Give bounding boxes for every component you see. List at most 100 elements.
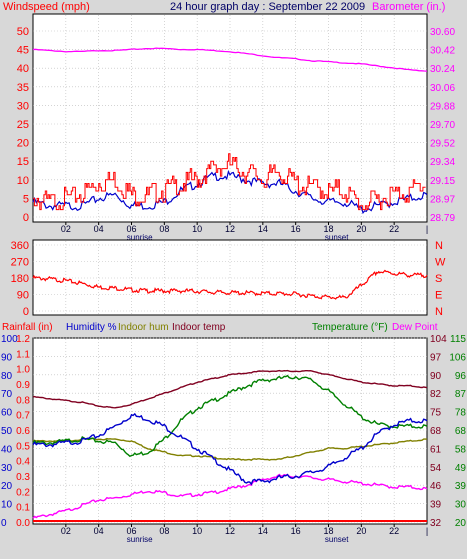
rainfall-tick-label: 0.7 [16, 411, 30, 422]
p3-x-tick-label: 20 [356, 526, 366, 536]
temperature-tick-label: 68 [455, 426, 467, 437]
p1-x-tick-label: 20 [356, 224, 366, 234]
indoor-temp-label: Indoor temp [172, 322, 226, 333]
p3-x-tick-label: 08 [159, 526, 169, 536]
barometer-tick-label: 28.79 [430, 213, 455, 224]
rainfall-tick-label: 0.5 [16, 441, 30, 452]
direction-tick-label: 90 [17, 290, 29, 302]
barometer-tick-label: 28.97 [430, 194, 455, 205]
dewpoint-tick-label: 97 [430, 352, 442, 363]
windspeed-tick-label: 25 [17, 119, 29, 131]
windspeed-title: Windspeed (mph) [3, 1, 90, 13]
rainfall-tick-label: 1.1 [16, 349, 30, 360]
windspeed-tick-label: 45 [17, 45, 29, 57]
humidity-tick-label: 40 [1, 444, 13, 455]
barometer-title: Barometer (in.) [372, 1, 445, 13]
dewpoint-tick-label: 39 [430, 500, 442, 511]
humidity-tick-label: 20 [1, 481, 13, 492]
temperature-tick-label: 49 [455, 463, 467, 474]
humidity-label: Humidity % [66, 322, 117, 333]
direction-tick-label: 180 [11, 273, 29, 285]
p1-x-tick-label: 08 [159, 224, 169, 234]
rainfall-tick-label: 0.2 [16, 487, 30, 498]
windspeed-tick-label: 35 [17, 82, 29, 94]
temperature-tick-label: 20 [455, 518, 467, 529]
temperature-tick-label: 96 [455, 371, 467, 382]
rainfall-tick-label: 0.1 [16, 503, 30, 514]
dewpoint-tick-label: 32 [430, 518, 442, 529]
humidity-tick-label: 50 [1, 426, 13, 437]
panel3-frame [32, 337, 428, 525]
barometer-tick-label: 29.52 [430, 139, 455, 150]
p1-x-tick-label: 02 [61, 224, 71, 234]
windspeed-tick-label: 50 [17, 26, 29, 38]
windspeed-tick-label: 0 [23, 212, 29, 224]
rainfall-tick-label: 0.3 [16, 472, 30, 483]
windspeed-tick-label: 10 [17, 175, 29, 187]
p3-x-end-tick: | [426, 526, 428, 536]
compass-label: W [435, 257, 446, 269]
p3-x-tick-label: 06 [126, 526, 136, 536]
temperature-tick-label: 58 [455, 444, 467, 455]
humidity-tick-label: 10 [1, 500, 13, 511]
dewpoint-tick-label: 90 [430, 371, 442, 382]
p3-x-tick-label: 22 [389, 526, 399, 536]
windspeed-tick-label: 5 [23, 193, 29, 205]
p3-x-tick-label: 12 [225, 526, 235, 536]
temperature-tick-label: 87 [455, 389, 467, 400]
humidity-tick-label: 70 [1, 389, 13, 400]
p1-sunrise-label: sunrise [127, 233, 153, 242]
wind-barometer-panel: 5045403530252015105030.6030.4230.2430.06… [17, 13, 455, 242]
dewpoint-tick-label: 61 [430, 444, 442, 455]
barometer-tick-label: 30.42 [430, 46, 455, 57]
graph-title: 24 hour graph day : September 22 2009 [170, 1, 365, 13]
p1-sunset-label: sunset [325, 233, 349, 242]
p1-x-tick-label: 06 [126, 224, 136, 234]
windspeed-tick-label: 30 [17, 100, 29, 112]
wind-average-line [32, 169, 428, 215]
temperature-tick-label: 115 [450, 334, 466, 345]
p1-x-tick-label: 18 [323, 224, 333, 234]
temperature-tick-label: 78 [455, 408, 467, 419]
rainfall-tick-label: 0.9 [16, 380, 30, 391]
humidity-tick-label: 90 [1, 352, 13, 363]
compass-label: N [435, 240, 443, 252]
p3-x-tick-label: 16 [291, 526, 301, 536]
wind-direction-line [32, 269, 428, 300]
direction-tick-label: 0 [23, 306, 29, 318]
temperature-tick-label: 30 [455, 500, 467, 511]
barometer-tick-label: 29.88 [430, 101, 455, 112]
rainfall-tick-label: 0.6 [16, 426, 30, 437]
temperature-humidity-panel: 1.21.11.00.90.80.70.60.50.40.30.20.10.01… [1, 334, 466, 544]
barometer-tick-label: 30.24 [430, 64, 455, 75]
p3-x-tick-label: 14 [258, 526, 268, 536]
barometer-line [32, 47, 428, 72]
humidity-tick-label: 60 [1, 408, 13, 419]
dewpoint-line [32, 473, 428, 519]
humidity-line [32, 412, 428, 486]
windspeed-tick-label: 15 [17, 156, 29, 168]
barometer-tick-label: 30.06 [430, 83, 455, 94]
barometer-tick-label: 29.70 [430, 120, 455, 131]
barometer-tick-label: 30.60 [430, 27, 455, 38]
indoor-temp-line [32, 369, 428, 409]
p1-x-tick-label: 22 [389, 224, 399, 234]
temperature-tick-label: 39 [455, 481, 467, 492]
barometer-tick-label: 29.15 [430, 176, 455, 187]
rainfall-tick-label: 1.0 [16, 365, 30, 376]
compass-label: N [435, 306, 443, 318]
humidity-tick-label: 0 [1, 518, 7, 529]
dewpoint-tick-label: 104 [430, 334, 447, 345]
windspeed-tick-label: 40 [17, 63, 29, 75]
rainfall-label: Rainfall (in) [2, 322, 53, 333]
rainfall-tick-label: 0.0 [16, 518, 30, 529]
temperature-tick-label: 106 [449, 352, 466, 363]
indoor-hum-label: Indoor hum [118, 322, 169, 333]
compass-label: S [435, 273, 442, 285]
dewpoint-tick-label: 46 [430, 481, 442, 492]
direction-tick-label: 270 [11, 257, 29, 269]
dewpoint-label: Dew Point [392, 322, 438, 333]
p1-x-end-tick: | [426, 224, 428, 234]
dewpoint-tick-label: 82 [430, 389, 442, 400]
